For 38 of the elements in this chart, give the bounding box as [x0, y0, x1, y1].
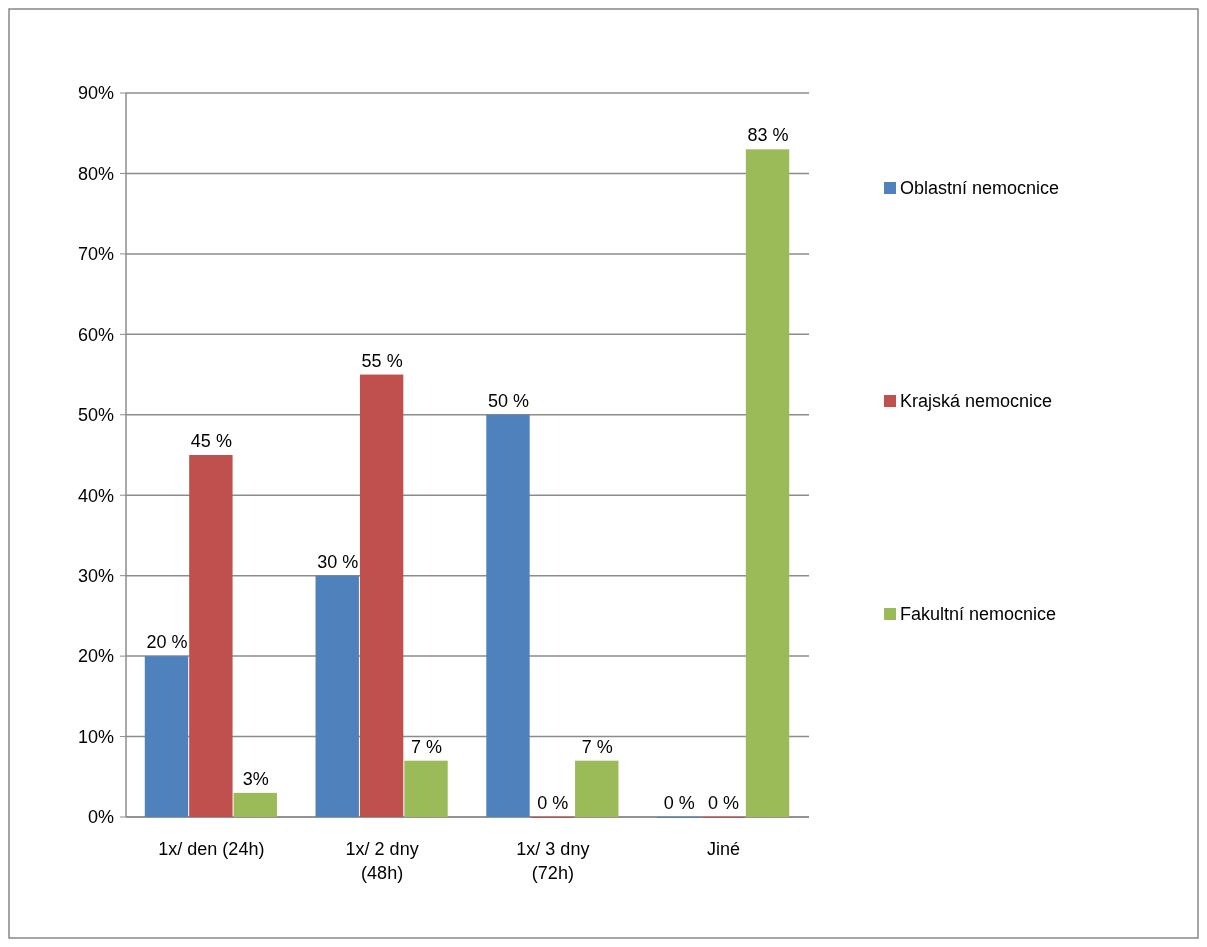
data-label: 45 % [190, 431, 232, 451]
data-label: 3% [242, 768, 269, 789]
data-label: 7 % [411, 736, 443, 757]
bar [144, 656, 189, 817]
data-label: 20 % [146, 632, 188, 653]
legend-label: Fakultní nemocnice [900, 604, 1057, 625]
data-label: 55 % [361, 350, 403, 371]
data-label: 0 % [537, 793, 569, 813]
bar [315, 575, 359, 817]
x-tick-label: Jiné [707, 839, 741, 859]
data-label: 0 % [708, 793, 740, 813]
y-tick-label: 70% [77, 244, 114, 265]
y-tick-label: 80% [77, 163, 114, 184]
bar [486, 414, 530, 817]
bar [359, 374, 404, 817]
x-tick-label: 1x/ 3 dny (72h) [516, 839, 590, 883]
data-label: 7 % [581, 736, 613, 757]
x-tick-label: 1x/ den (24h) [158, 839, 265, 859]
bar [189, 455, 233, 817]
x-tick-label: 1x/ 2 dny (48h) [345, 839, 419, 883]
legend-label: Krajská nemocnice [900, 391, 1053, 412]
y-tick-label: 0% [87, 807, 114, 828]
y-tick-label: 20% [77, 646, 114, 667]
y-tick-label: 60% [77, 324, 114, 345]
bar [575, 760, 619, 817]
bar [233, 792, 277, 817]
data-label: 30 % [317, 551, 359, 572]
data-label: 0 % [663, 793, 695, 813]
y-tick-label: 10% [77, 726, 114, 747]
bar [745, 149, 790, 817]
bar [404, 760, 448, 817]
data-label: 83 % [747, 125, 789, 146]
legend-label: Oblastní nemocnice [900, 178, 1060, 199]
y-tick-label: 50% [77, 405, 114, 426]
y-tick-label: 30% [77, 565, 114, 586]
y-tick-label: 90% [77, 83, 114, 104]
y-tick-label: 40% [77, 485, 114, 506]
data-label: 50 % [487, 390, 529, 411]
